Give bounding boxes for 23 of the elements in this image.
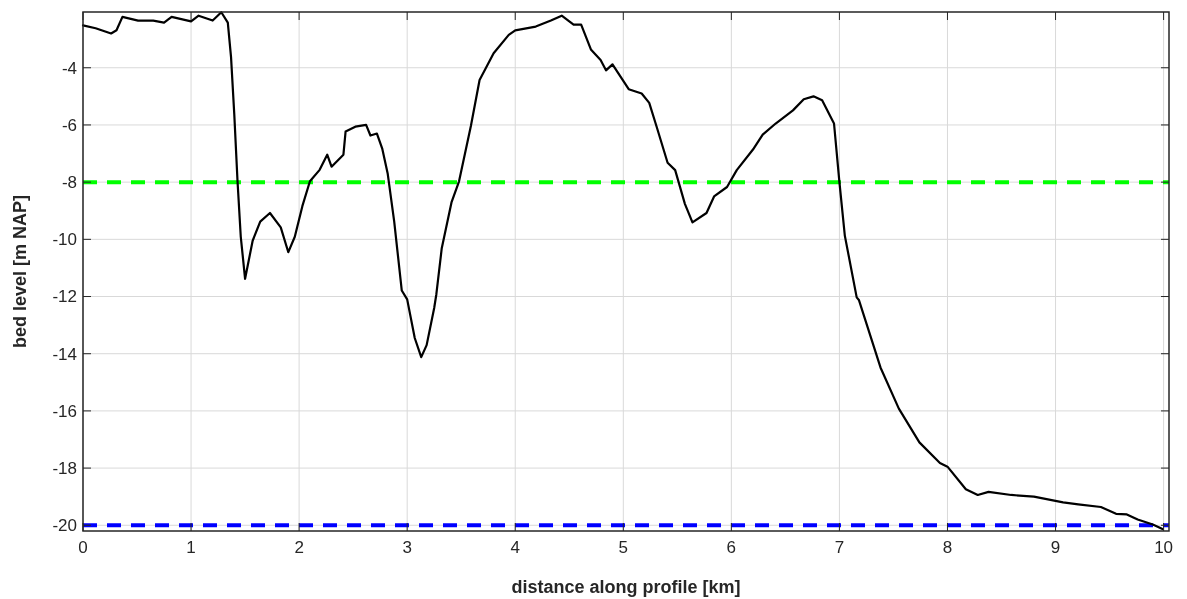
- y-axis-title: bed level [m NAP]: [10, 194, 30, 349]
- y-tick-label: -14: [52, 344, 77, 364]
- y-tick-label: -10: [52, 230, 77, 250]
- x-tick-label: 1: [186, 538, 196, 557]
- y-tick-label: -4: [61, 58, 77, 78]
- x-axis-title: distance along profile [km]: [511, 577, 741, 597]
- x-tick-label: 9: [1050, 538, 1061, 557]
- x-tick-label: 0: [78, 538, 88, 557]
- y-tick-label: -18: [52, 459, 77, 479]
- x-tick-label: 10: [1154, 538, 1174, 557]
- y-tick-label: -12: [52, 287, 77, 307]
- y-tick-label: -6: [61, 115, 77, 135]
- x-tick-label: 2: [294, 538, 304, 557]
- y-tick-label: -16: [52, 401, 77, 421]
- x-tick-label: 6: [726, 538, 737, 557]
- x-tick-label: 5: [618, 538, 629, 557]
- line-series: [81, 11, 1164, 531]
- y-tick-label: -20: [52, 516, 77, 536]
- x-tick-label: 3: [402, 538, 412, 557]
- x-tick-label: 8: [942, 538, 953, 557]
- x-tick-label: 7: [834, 538, 845, 557]
- x-tick-label: 4: [510, 538, 520, 557]
- y-tick-label: -8: [61, 173, 77, 193]
